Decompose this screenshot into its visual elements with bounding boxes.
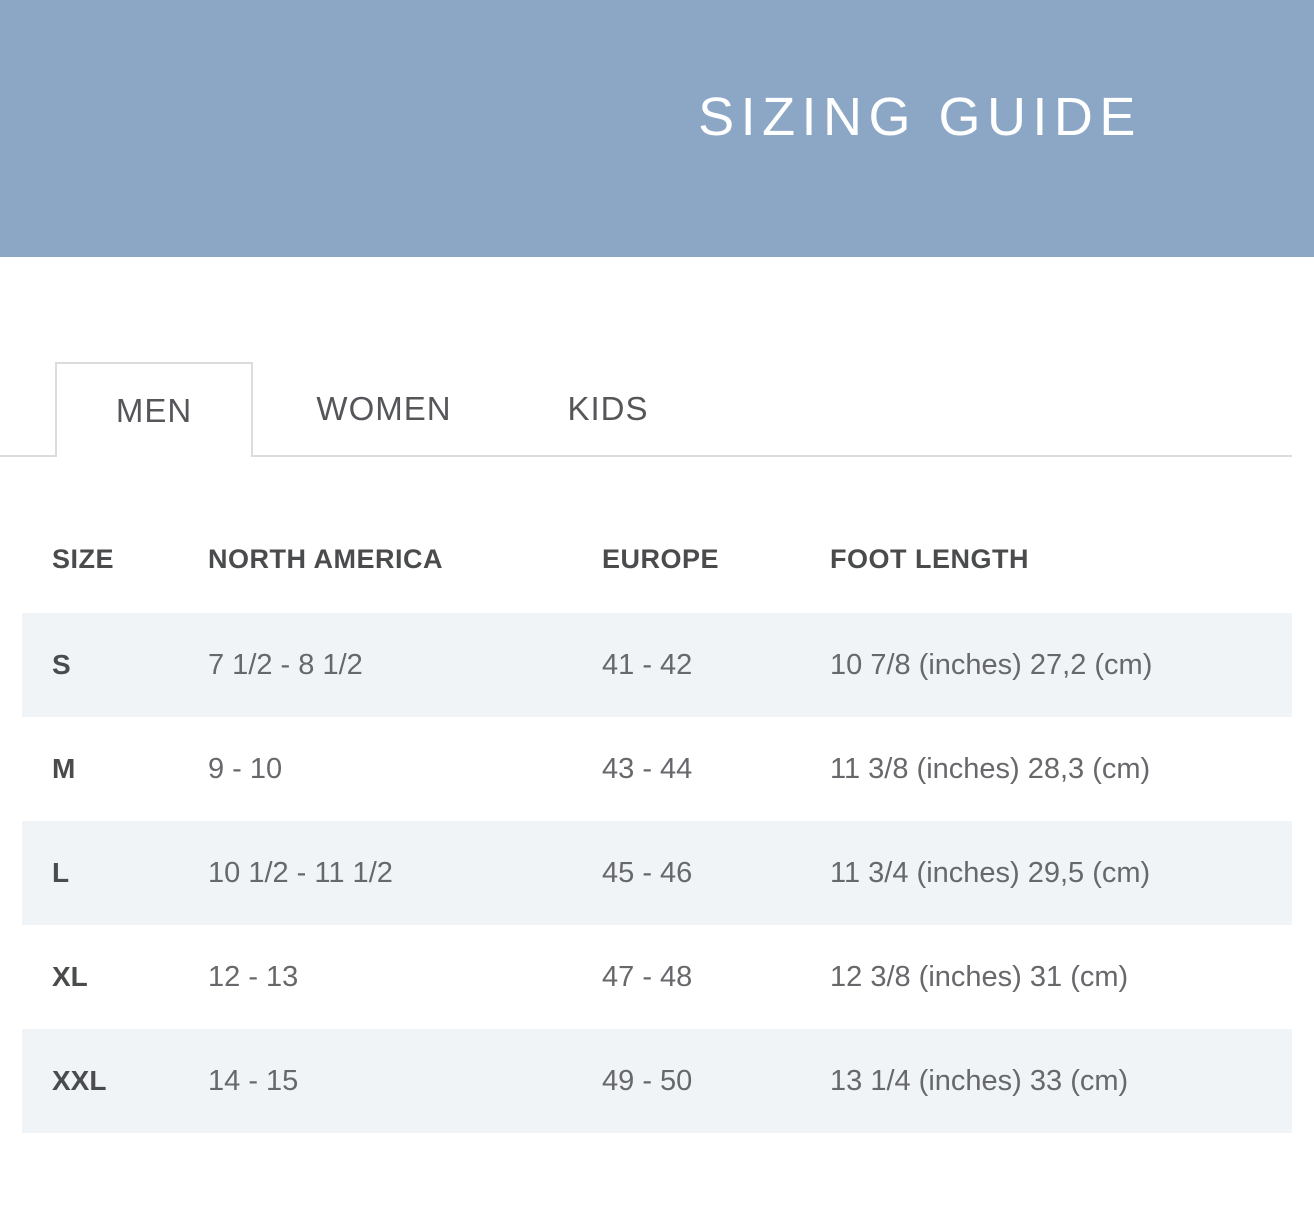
cell-north-america: 7 1/2 - 8 1/2 <box>208 649 363 681</box>
cell-size: L <box>52 857 70 888</box>
cell-europe: 49 - 50 <box>602 1065 693 1097</box>
tab-men[interactable]: MEN <box>55 362 253 457</box>
cell-size: M <box>52 753 76 784</box>
cell-europe: 45 - 46 <box>602 857 693 889</box>
tab-women-label: WOMEN <box>316 390 452 427</box>
cell-size: XXL <box>52 1065 107 1096</box>
banner: SIZING GUIDE <box>0 0 1314 257</box>
table-row: S 7 1/2 - 8 1/2 41 - 42 10 7/8 (inches) … <box>22 613 1292 717</box>
page-title: SIZING GUIDE <box>698 87 1142 147</box>
cell-north-america: 10 1/2 - 11 1/2 <box>208 857 393 889</box>
cell-europe: 41 - 42 <box>602 649 693 681</box>
cell-north-america: 14 - 15 <box>208 1065 299 1097</box>
cell-foot-length: 10 7/8 (inches) 27,2 (cm) <box>830 649 1153 681</box>
size-table: S 7 1/2 - 8 1/2 41 - 42 10 7/8 (inches) … <box>22 613 1292 1133</box>
cell-foot-length: 13 1/4 (inches) 33 (cm) <box>830 1065 1129 1097</box>
column-header-europe: EUROPE <box>602 544 720 574</box>
tab-kids[interactable]: KIDS <box>567 362 648 456</box>
cell-foot-length: 11 3/4 (inches) 29,5 (cm) <box>830 857 1151 889</box>
table-row: XXL 14 - 15 49 - 50 13 1/4 (inches) 33 (… <box>22 1029 1292 1133</box>
column-header-north-america: NORTH AMERICA <box>208 544 443 574</box>
cell-size: S <box>52 649 71 680</box>
table-row: XL 12 - 13 47 - 48 12 3/8 (inches) 31 (c… <box>22 925 1292 1029</box>
tab-men-label: MEN <box>115 391 193 429</box>
cell-north-america: 12 - 13 <box>208 961 299 993</box>
cell-europe: 43 - 44 <box>602 753 693 785</box>
cell-foot-length: 11 3/8 (inches) 28,3 (cm) <box>830 753 1151 785</box>
table-row: M 9 - 10 43 - 44 11 3/8 (inches) 28,3 (c… <box>22 717 1292 821</box>
table-row: L 10 1/2 - 11 1/2 45 - 46 11 3/4 (inches… <box>22 821 1292 925</box>
tab-underline <box>0 455 1292 457</box>
cell-size: XL <box>52 961 88 992</box>
cell-foot-length: 12 3/8 (inches) 31 (cm) <box>830 961 1129 993</box>
column-header-size: SIZE <box>52 544 115 574</box>
cell-north-america: 9 - 10 <box>208 753 283 785</box>
tab-women[interactable]: WOMEN <box>316 362 451 456</box>
tab-kids-label: KIDS <box>567 390 649 427</box>
cell-europe: 47 - 48 <box>602 961 693 993</box>
column-header-foot-length: FOOT LENGTH <box>830 544 1029 574</box>
